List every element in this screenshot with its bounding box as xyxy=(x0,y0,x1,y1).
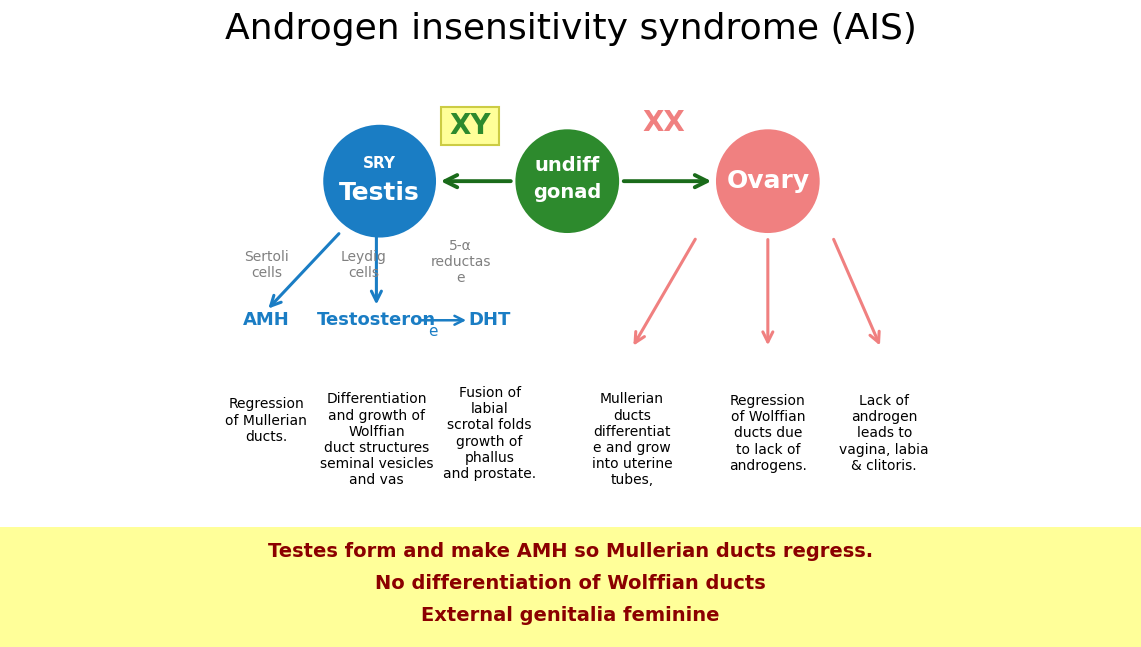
Text: XY: XY xyxy=(450,112,491,140)
Text: DHT: DHT xyxy=(469,311,511,329)
Text: No differentiation of Wolffian ducts: No differentiation of Wolffian ducts xyxy=(375,574,766,593)
Text: e: e xyxy=(428,324,437,339)
Text: AMH: AMH xyxy=(243,311,290,329)
Text: Ovary: Ovary xyxy=(727,169,809,193)
Text: Lack of
androgen
leads to
vagina, labia
& clitoris.: Lack of androgen leads to vagina, labia … xyxy=(840,394,929,473)
Text: Leydig
cells: Leydig cells xyxy=(340,250,387,280)
Text: XX: XX xyxy=(642,109,686,137)
Text: Regression
of Wolffian
ducts due
to lack of
androgens.: Regression of Wolffian ducts due to lack… xyxy=(729,394,807,473)
Circle shape xyxy=(517,131,617,232)
Text: Testosteron: Testosteron xyxy=(317,311,436,329)
Text: 5-α
reductas
e: 5-α reductas e xyxy=(430,239,491,285)
Circle shape xyxy=(325,126,435,236)
Text: Testis: Testis xyxy=(339,181,420,205)
Text: Testes form and make AMH so Mullerian ducts regress.: Testes form and make AMH so Mullerian du… xyxy=(268,542,873,561)
Text: SRY: SRY xyxy=(363,156,396,171)
Text: gonad: gonad xyxy=(533,182,601,202)
Text: Androgen insensitivity syndrome (AIS): Androgen insensitivity syndrome (AIS) xyxy=(225,12,916,46)
Text: Fusion of
labial
scrotal folds
growth of
phallus
and prostate.: Fusion of labial scrotal folds growth of… xyxy=(443,386,536,481)
Text: Sertoli
cells: Sertoli cells xyxy=(244,250,289,280)
Text: Regression
of Mullerian
ducts.: Regression of Mullerian ducts. xyxy=(226,397,307,444)
FancyBboxPatch shape xyxy=(442,107,499,145)
Text: undiff: undiff xyxy=(535,155,600,175)
Text: Mullerian
ducts
differentiat
e and grow
into uterine
tubes,: Mullerian ducts differentiat e and grow … xyxy=(592,393,672,487)
Circle shape xyxy=(718,131,818,232)
Text: Differentiation
and growth of
Wolffian
duct structures
seminal vesicles
and vas: Differentiation and growth of Wolffian d… xyxy=(319,393,434,487)
Text: External genitalia feminine: External genitalia feminine xyxy=(421,606,720,626)
